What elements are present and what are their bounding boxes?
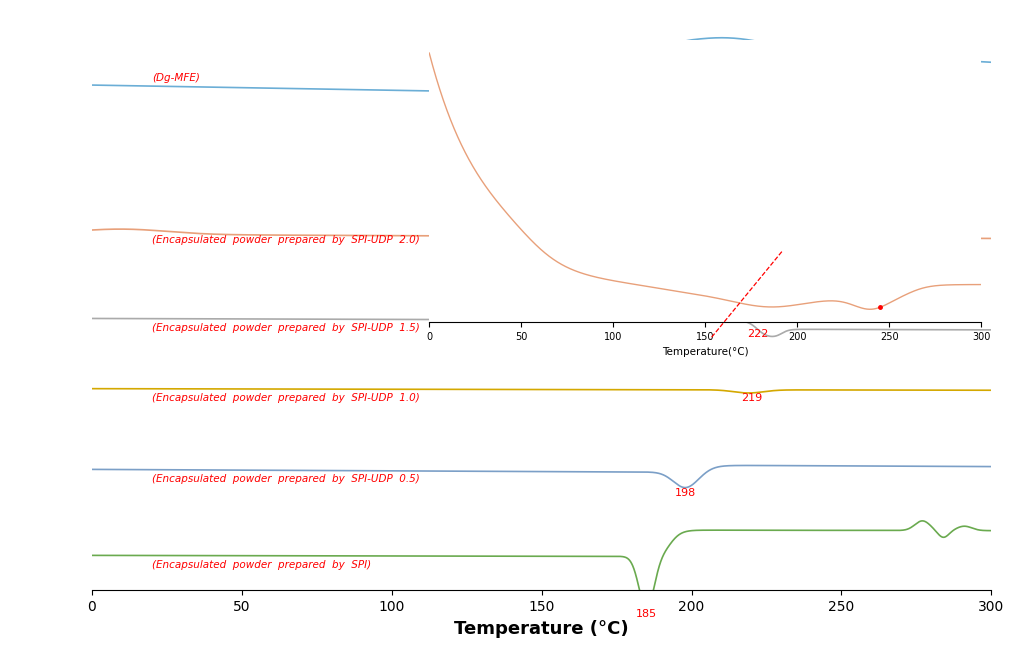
Text: 222: 222 (747, 329, 769, 339)
Text: 178: 178 (615, 189, 637, 199)
Text: 219: 219 (741, 393, 762, 403)
Text: 255: 255 (846, 245, 867, 255)
Text: 198: 198 (675, 488, 696, 499)
Text: (Encapsulated  powder  prepared  by  SPI-UDP  0.5): (Encapsulated powder prepared by SPI-UDP… (152, 474, 420, 484)
X-axis label: Temperature(°C): Temperature(°C) (662, 348, 748, 358)
Text: (Encapsulated  powder  prepared  by  SPI-UDP  1.5): (Encapsulated powder prepared by SPI-UDP… (152, 323, 420, 333)
Text: (Dg-MFE): (Dg-MFE) (152, 73, 200, 83)
Text: 185: 185 (636, 609, 657, 619)
X-axis label: Temperature (°C): Temperature (°C) (455, 620, 629, 637)
Bar (773, 234, 940, 258)
Text: (Encapsulated  powder  prepared  by  SPI-UDP  2.0): (Encapsulated powder prepared by SPI-UDP… (152, 235, 420, 245)
Text: (Encapsulated  powder  prepared  by  SPI-UDP  1.0): (Encapsulated powder prepared by SPI-UDP… (152, 393, 420, 403)
Text: (Encapsulated  powder  prepared  by  SPI): (Encapsulated powder prepared by SPI) (152, 560, 371, 570)
